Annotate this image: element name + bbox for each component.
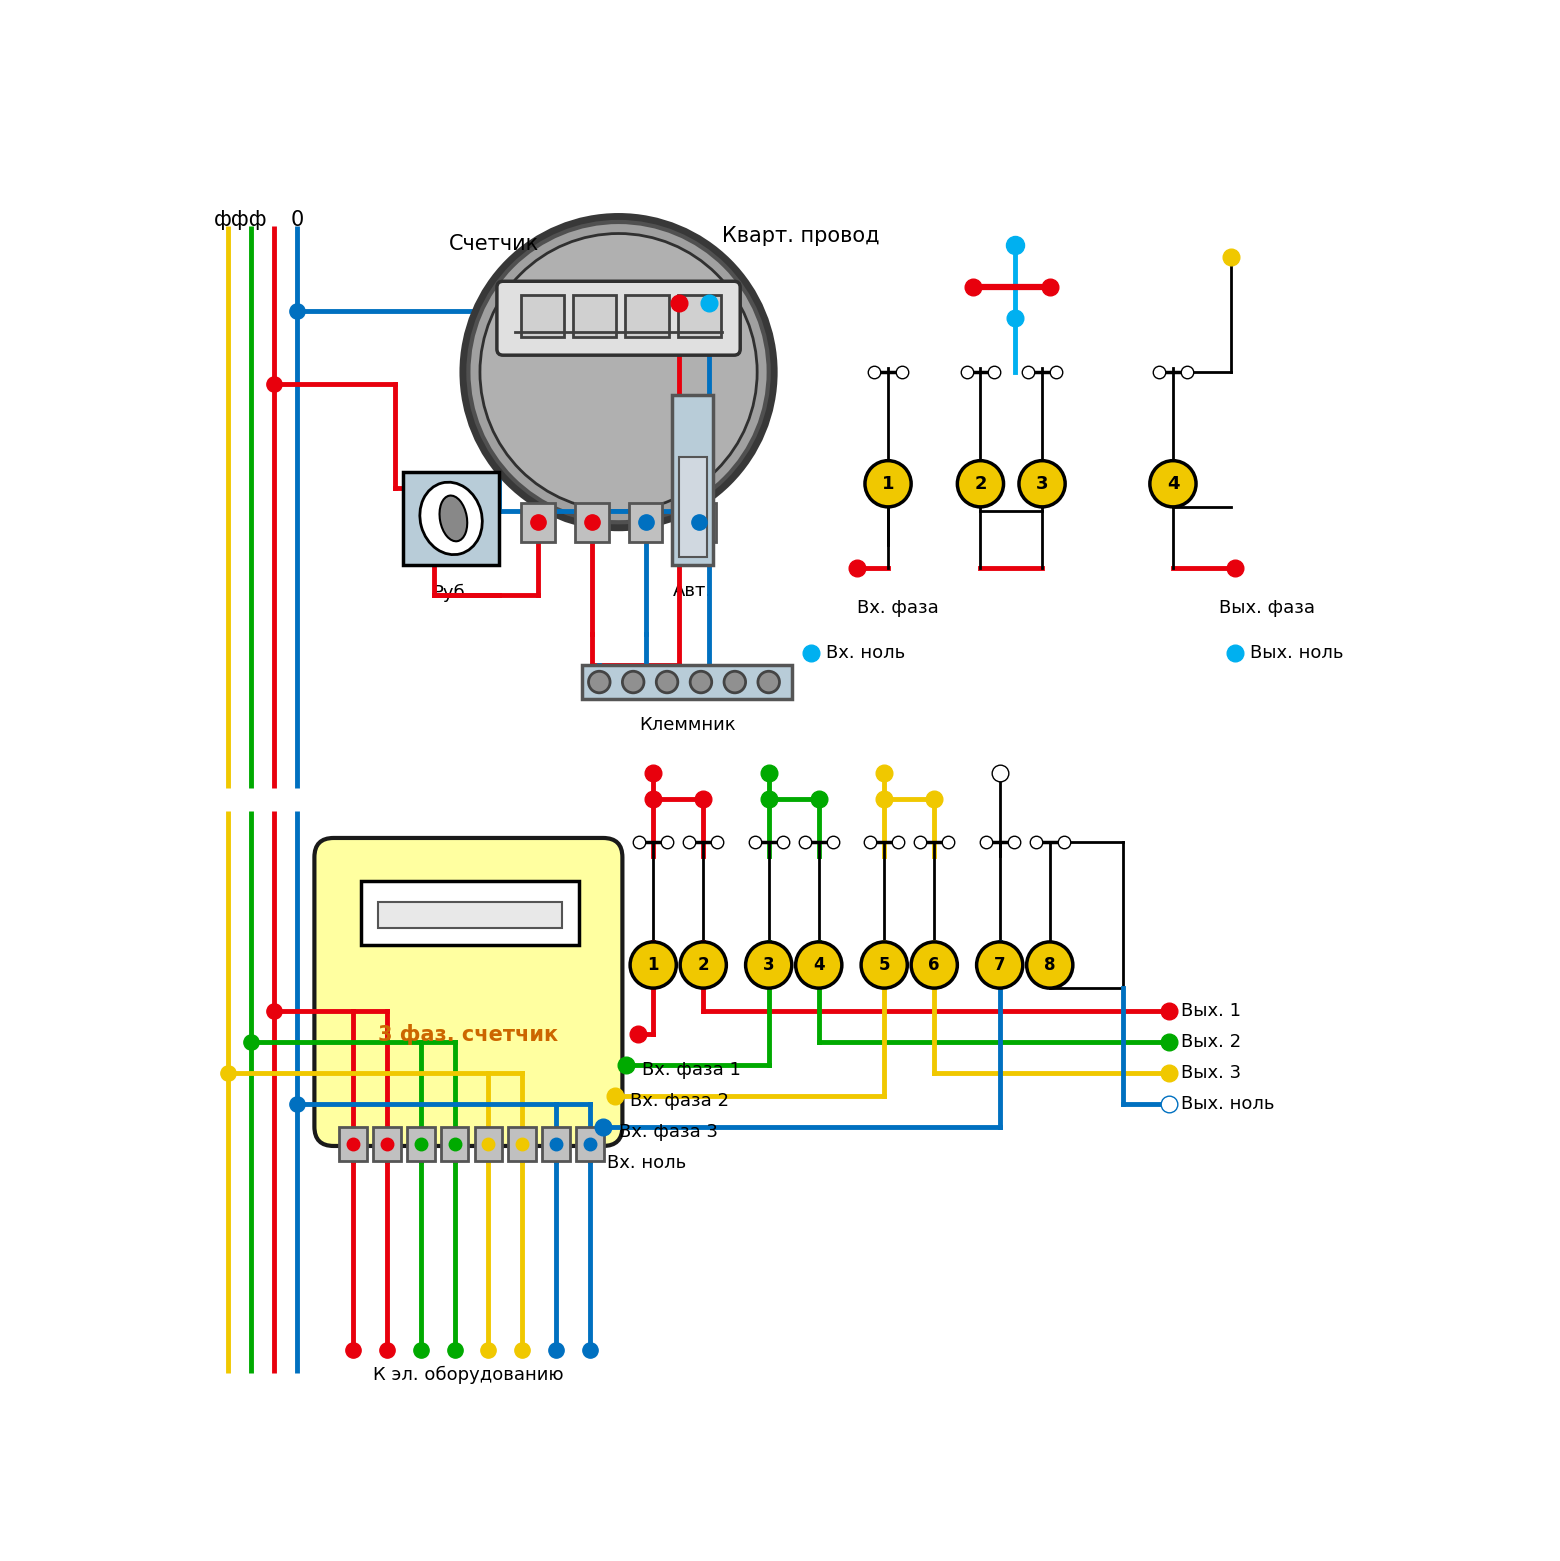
FancyBboxPatch shape bbox=[574, 503, 608, 542]
FancyBboxPatch shape bbox=[573, 295, 616, 337]
Circle shape bbox=[657, 671, 679, 693]
Text: К эл. оборудованию: К эл. оборудованию bbox=[373, 1366, 563, 1383]
Text: Вых. ноль: Вых. ноль bbox=[1250, 645, 1343, 662]
Text: Вх. фаза: Вх. фаза bbox=[858, 599, 939, 617]
Text: 1: 1 bbox=[647, 955, 658, 974]
FancyBboxPatch shape bbox=[582, 665, 792, 699]
Circle shape bbox=[1150, 460, 1197, 507]
FancyBboxPatch shape bbox=[679, 295, 721, 337]
Ellipse shape bbox=[420, 482, 482, 554]
FancyBboxPatch shape bbox=[315, 838, 622, 1146]
Circle shape bbox=[690, 671, 711, 693]
Circle shape bbox=[724, 671, 746, 693]
Ellipse shape bbox=[440, 495, 468, 542]
Circle shape bbox=[796, 941, 842, 988]
Text: 2: 2 bbox=[697, 955, 710, 974]
Circle shape bbox=[680, 941, 727, 988]
Text: Вых. 3: Вых. 3 bbox=[1181, 1063, 1240, 1082]
Circle shape bbox=[746, 941, 792, 988]
FancyBboxPatch shape bbox=[672, 395, 713, 565]
Text: 7: 7 bbox=[994, 955, 1006, 974]
Text: Авт.: Авт. bbox=[674, 582, 713, 599]
FancyBboxPatch shape bbox=[474, 1127, 502, 1161]
Circle shape bbox=[1019, 460, 1065, 507]
Circle shape bbox=[911, 941, 958, 988]
FancyBboxPatch shape bbox=[543, 1127, 569, 1161]
Circle shape bbox=[977, 941, 1023, 988]
Text: 3 фаз. счетчик: 3 фаз. счетчик bbox=[379, 1024, 558, 1044]
Text: Клеммник: Клеммник bbox=[638, 716, 735, 734]
FancyBboxPatch shape bbox=[626, 295, 669, 337]
Circle shape bbox=[630, 941, 677, 988]
FancyBboxPatch shape bbox=[339, 1127, 367, 1161]
Text: Кварт. провод: Кварт. провод bbox=[722, 226, 880, 245]
Text: ффф: ффф bbox=[214, 211, 268, 231]
Text: 8: 8 bbox=[1044, 955, 1056, 974]
FancyBboxPatch shape bbox=[498, 281, 739, 356]
FancyBboxPatch shape bbox=[576, 1127, 604, 1161]
Text: 3: 3 bbox=[763, 955, 774, 974]
Text: Вх. ноль: Вх. ноль bbox=[607, 1154, 686, 1172]
FancyBboxPatch shape bbox=[440, 1127, 468, 1161]
Text: 0: 0 bbox=[290, 211, 304, 231]
Circle shape bbox=[588, 671, 610, 693]
Text: 6: 6 bbox=[928, 955, 941, 974]
FancyBboxPatch shape bbox=[379, 902, 562, 929]
Circle shape bbox=[468, 222, 769, 523]
Text: 4: 4 bbox=[1167, 475, 1179, 493]
Text: Счетчик: Счетчик bbox=[449, 234, 540, 253]
Text: Вх. фаза 2: Вх. фаза 2 bbox=[630, 1093, 729, 1110]
Circle shape bbox=[462, 215, 775, 529]
Circle shape bbox=[958, 460, 1003, 507]
Circle shape bbox=[758, 671, 780, 693]
Text: Вых. 1: Вых. 1 bbox=[1181, 1002, 1240, 1021]
Text: Вх. фаза 3: Вх. фаза 3 bbox=[619, 1122, 718, 1141]
Text: 3: 3 bbox=[1036, 475, 1048, 493]
FancyBboxPatch shape bbox=[521, 295, 563, 337]
Text: Вых. ноль: Вых. ноль bbox=[1181, 1094, 1275, 1113]
FancyBboxPatch shape bbox=[509, 1127, 537, 1161]
FancyBboxPatch shape bbox=[373, 1127, 401, 1161]
Text: Вых. 2: Вых. 2 bbox=[1181, 1033, 1240, 1051]
Text: 1: 1 bbox=[881, 475, 894, 493]
FancyBboxPatch shape bbox=[362, 880, 579, 944]
Text: 2: 2 bbox=[973, 475, 986, 493]
FancyBboxPatch shape bbox=[682, 503, 716, 542]
Text: Вх. ноль: Вх. ноль bbox=[827, 645, 906, 662]
Circle shape bbox=[622, 671, 644, 693]
FancyBboxPatch shape bbox=[679, 457, 707, 557]
Text: 4: 4 bbox=[813, 955, 825, 974]
FancyBboxPatch shape bbox=[407, 1127, 435, 1161]
Circle shape bbox=[861, 941, 908, 988]
Circle shape bbox=[1026, 941, 1073, 988]
Circle shape bbox=[480, 234, 757, 510]
Text: Вых. фаза: Вых. фаза bbox=[1220, 599, 1315, 617]
Circle shape bbox=[864, 460, 911, 507]
FancyBboxPatch shape bbox=[521, 503, 555, 542]
FancyBboxPatch shape bbox=[402, 473, 499, 565]
FancyBboxPatch shape bbox=[629, 503, 663, 542]
Text: Руб.: Руб. bbox=[432, 584, 470, 603]
Text: 5: 5 bbox=[878, 955, 889, 974]
Text: Вх. фаза 1: Вх. фаза 1 bbox=[641, 1061, 741, 1079]
